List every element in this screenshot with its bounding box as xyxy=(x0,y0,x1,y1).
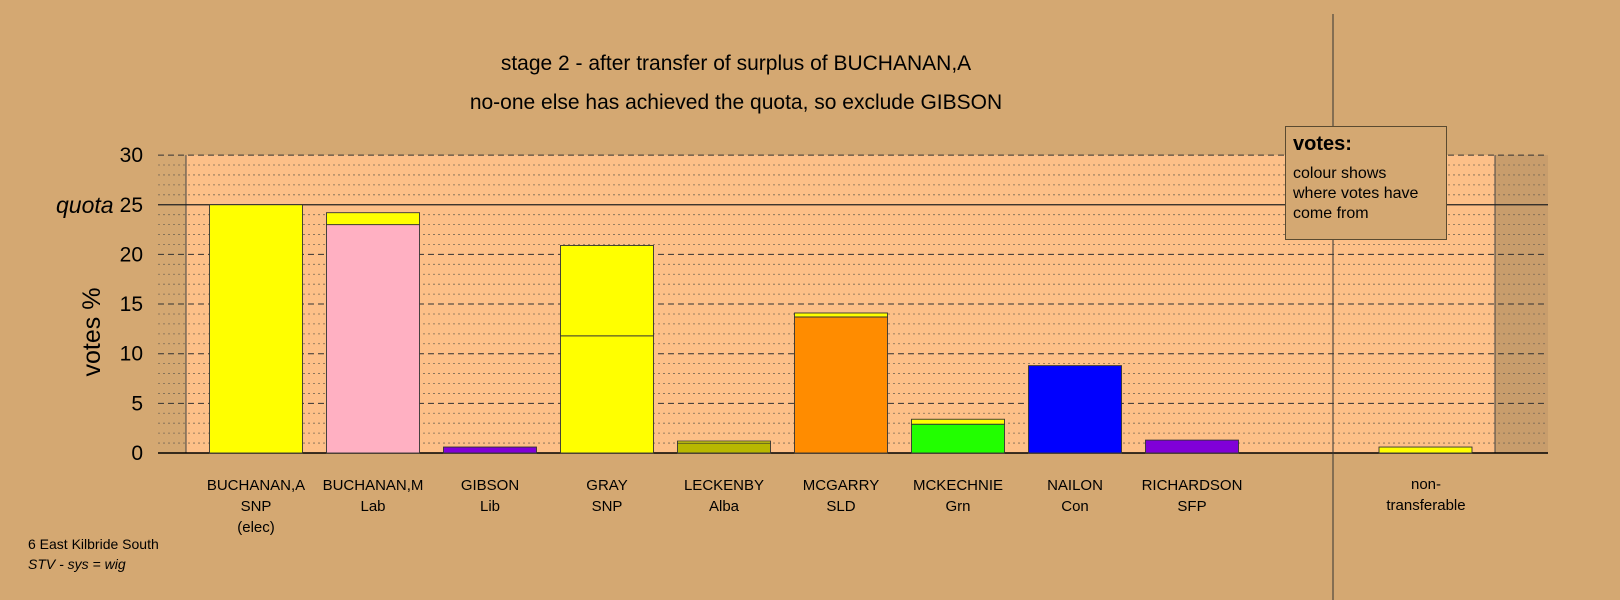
y-tick-label: 10 xyxy=(120,343,143,366)
candidate-party: SNP xyxy=(241,498,272,515)
bar-segment xyxy=(1145,439,1239,454)
legend-text: colour shows where votes have come from xyxy=(1293,165,1419,222)
bar-segment xyxy=(1028,365,1122,454)
candidate-party: SLD xyxy=(826,498,855,515)
bar-segment xyxy=(794,316,888,454)
legend-title: votes: xyxy=(1293,133,1352,155)
legend-box: votes: colour shows where votes have com… xyxy=(1285,126,1447,240)
candidate-party: Lib xyxy=(480,498,500,515)
bar-segment xyxy=(677,442,771,454)
y-tick-label: 25 xyxy=(120,194,143,217)
y-tick-label: 5 xyxy=(131,392,143,415)
system-label: STV - sys = wig xyxy=(28,556,126,572)
candidate-party: Grn xyxy=(945,498,970,515)
chart-title: stage 2 - after transfer of surplus of B… xyxy=(500,52,972,75)
y-tick-label: 30 xyxy=(120,144,143,167)
quota-label: quota xyxy=(56,192,114,218)
candidate-party: SFP xyxy=(1177,498,1206,515)
candidate-name: BUCHANAN,A xyxy=(207,477,305,494)
y-tick-label: 0 xyxy=(131,442,143,465)
bar-segment xyxy=(911,418,1005,425)
candidate-status: (elec) xyxy=(237,519,275,536)
candidate-party: SNP xyxy=(592,498,623,515)
bar-segment xyxy=(677,440,771,444)
candidate-party: Con xyxy=(1061,498,1089,515)
nontransferable-bar xyxy=(1378,446,1473,454)
candidate-name: RICHARDSON xyxy=(1142,477,1243,494)
bar-segment xyxy=(794,312,888,318)
bar-segment xyxy=(209,204,303,454)
candidate-name: BUCHANAN,M xyxy=(323,477,424,494)
chart-subtitle: no-one else has achieved the quota, so e… xyxy=(469,91,1003,114)
candidate-name: GRAY xyxy=(586,477,627,494)
bar-segment xyxy=(326,212,420,226)
candidate-party: Alba xyxy=(709,498,740,515)
candidate-name: LECKENBY xyxy=(684,477,764,494)
candidate-name: MCGARRY xyxy=(803,477,879,494)
candidate-party: Lab xyxy=(360,498,385,515)
candidate-name: GIBSON xyxy=(461,477,519,494)
y-tick-label: 15 xyxy=(120,293,143,316)
candidate-name: NAILON xyxy=(1047,477,1103,494)
bar-segment xyxy=(443,446,537,454)
y-tick-label: 20 xyxy=(120,243,143,266)
bar-segment xyxy=(560,245,654,337)
nontransferable-label: non- xyxy=(1411,476,1441,493)
bar-segment xyxy=(560,335,654,454)
y-axis-label: votes % xyxy=(78,288,106,377)
candidate-name: MCKECHNIE xyxy=(913,477,1003,494)
nontransferable-label: transferable xyxy=(1386,497,1465,514)
constituency-label: 6 East Kilbride South xyxy=(28,536,159,552)
bar-segment xyxy=(911,423,1005,454)
bar-segment xyxy=(326,224,420,454)
